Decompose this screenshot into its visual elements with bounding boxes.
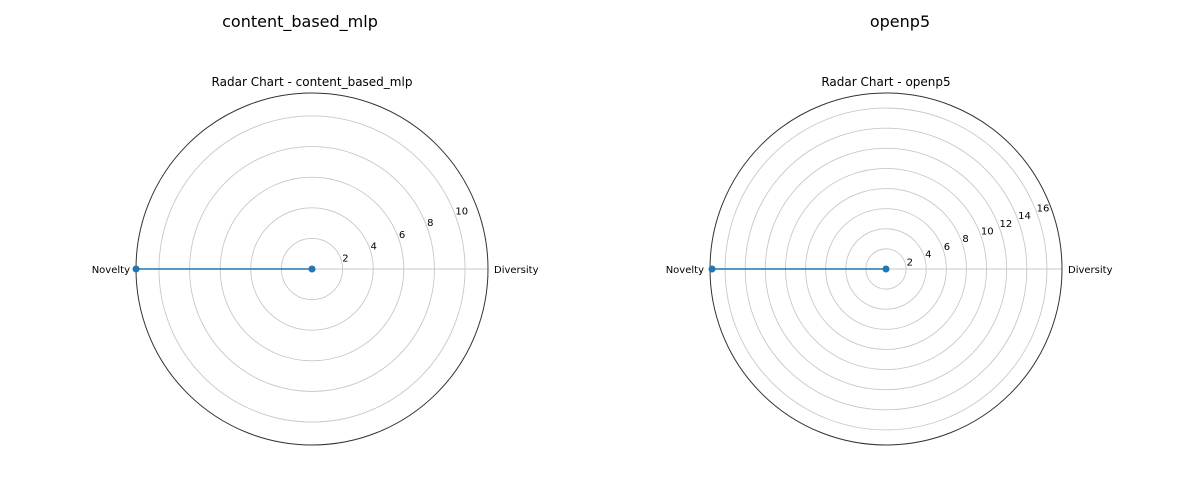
r-tick-label: 4 [925,250,931,261]
r-tick-label: 10 [455,206,468,217]
r-tick-label: 8 [962,234,968,245]
axis-label-diversity: Diversity [494,265,539,276]
r-tick-label: 8 [427,218,433,229]
r-tick-label: 6 [944,242,950,253]
r-tick-label: 10 [981,227,994,238]
suptitle: openp5 [869,12,931,31]
radar-chart-openp5: Radar Chart - openp5 2 4 6 8 10 12 14 16 Diversi… [666,75,1113,446]
r-tick-label: 16 [1037,203,1050,214]
chart-title: Radar Chart - content_based_mlp [212,75,413,89]
chart-title: Radar Chart - openp5 [821,75,950,89]
data-point-novelty [708,265,716,273]
r-tick-label: 2 [342,253,348,264]
radar-panel-openp5: openp5 Radar Chart - openp5 2 4 6 8 10 12 14 16… [600,0,1200,500]
r-tick-label: 2 [907,257,913,268]
r-tick-label: 4 [371,242,377,253]
radar-panel-content-based-mlp: content_based_mlp Radar Chart - content_… [92,12,539,446]
data-point-diversity [308,265,316,273]
r-tick-label: 6 [399,230,405,241]
data-point-diversity [882,265,890,273]
radar-chart-content-based-mlp: Radar Chart - content_based_mlp 2 4 6 8 10 Di… [92,75,539,446]
axis-label-novelty: Novelty [92,265,130,276]
r-tick-label: 14 [1018,211,1031,222]
axis-label-novelty: Novelty [666,265,704,276]
data-point-novelty [132,265,140,273]
axis-label-diversity: Diversity [1068,265,1113,276]
r-tick-label: 12 [999,219,1012,230]
suptitle: content_based_mlp [222,12,378,31]
